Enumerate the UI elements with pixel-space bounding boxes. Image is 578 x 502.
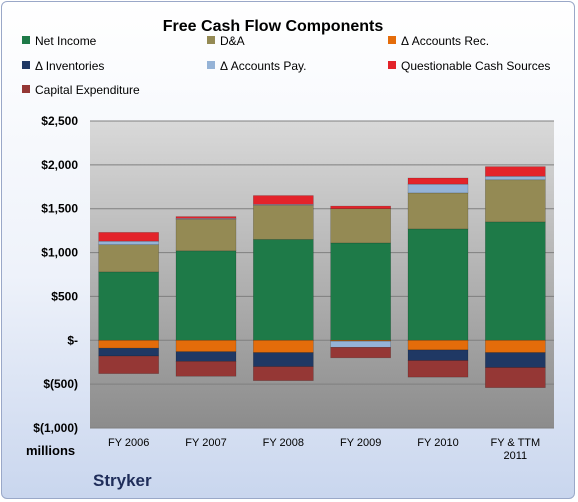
bar-capital-expenditure	[98, 355, 159, 374]
legend: Net Income D&A Δ Accounts Rec. Δ Inventorie…	[22, 34, 550, 97]
gridlines	[90, 120, 554, 429]
bar-questionable-cash-sources	[98, 232, 159, 242]
bar-d-a	[98, 244, 159, 273]
bar-d-a	[253, 204, 314, 240]
bar-questionable-cash-sources	[253, 195, 314, 205]
legend-swatch-d-a	[207, 36, 215, 44]
bar-d-a	[407, 192, 469, 230]
bar-questionable-cash-sources	[407, 177, 469, 185]
bars	[98, 166, 546, 388]
bar-accounts-rec	[253, 339, 314, 353]
bar-accounts-pay	[98, 240, 159, 245]
legend-label-accounts-pay: Δ Accounts Pay.	[220, 59, 307, 73]
x-tick-label: FY 2007	[185, 437, 226, 449]
bar-accounts-rec	[98, 339, 159, 349]
y-axis-ticks: $2,500 $2,000 $1,500 $1,000 $500 $- $(500) $(1,…	[33, 114, 78, 435]
y-tick-label: $2,000	[41, 158, 78, 172]
x-tick-label: FY 2009	[340, 437, 381, 449]
x-tick-label: FY 2010	[417, 437, 458, 449]
bar-capital-expenditure	[485, 367, 546, 388]
x-tick-label: FY 2006	[108, 437, 149, 449]
company-name: Stryker	[93, 471, 152, 490]
bar-inventories	[253, 352, 314, 367]
x-axis-ticks: FY 2006 FY 2007 FY 2008 FY 2009 FY 2010 FY & …	[108, 437, 540, 462]
bar-d-a	[175, 218, 237, 252]
bar-accounts-rec	[175, 339, 237, 352]
x-tick-label: FY 2008	[263, 437, 304, 449]
bar-capital-expenditure	[330, 347, 391, 359]
legend-label-capital-expenditure: Capital Expenditure	[35, 83, 140, 97]
bar-accounts-pay	[485, 175, 546, 181]
bar-inventories	[175, 351, 237, 362]
bar-capital-expenditure	[253, 366, 314, 381]
bar-questionable-cash-sources	[330, 205, 391, 210]
bar-accounts-rec	[407, 339, 469, 351]
bar-net-income	[175, 250, 237, 341]
legend-swatch-questionable-cash-sources	[388, 61, 396, 69]
bar-accounts-rec	[485, 339, 546, 353]
bar-capital-expenditure	[407, 360, 469, 378]
bar-net-income	[485, 221, 546, 341]
y-tick-label: $(500)	[43, 377, 78, 391]
legend-swatch-inventories	[22, 61, 30, 69]
bar-net-income	[253, 239, 314, 341]
y-tick-label: $(1,000)	[33, 421, 78, 435]
bar-net-income	[407, 228, 469, 341]
legend-swatch-net-income	[22, 36, 30, 44]
bar-inventories	[407, 349, 469, 361]
legend-label-inventories: Δ Inventories	[35, 59, 104, 73]
bar-inventories	[485, 352, 546, 368]
legend-label-net-income: Net Income	[35, 34, 97, 48]
bar-questionable-cash-sources	[175, 216, 237, 219]
bar-inventories	[98, 347, 159, 357]
y-tick-label: $-	[67, 333, 78, 347]
bar-d-a	[485, 179, 546, 223]
bar-accounts-pay	[330, 340, 391, 348]
legend-swatch-accounts-rec	[388, 36, 396, 44]
legend-label-accounts-rec: Δ Accounts Rec.	[401, 34, 489, 48]
plot-area	[90, 121, 554, 428]
legend-swatch-accounts-pay	[207, 61, 215, 69]
bar-net-income	[98, 271, 159, 341]
bar-d-a	[330, 208, 391, 244]
x-tick-label: FY & TTM 2011	[490, 437, 540, 462]
chart-title: Free Cash Flow Components	[163, 18, 384, 35]
bar-accounts-pay	[407, 183, 469, 194]
bar-capital-expenditure	[175, 361, 237, 377]
y-tick-label: $1,000	[41, 246, 78, 260]
y-tick-label: $1,500	[41, 202, 78, 216]
bar-accounts-rec	[330, 339, 391, 342]
bar-questionable-cash-sources	[485, 166, 546, 177]
y-axis-label: millions	[26, 443, 75, 458]
y-tick-label: $2,500	[41, 114, 78, 128]
legend-label-questionable-cash-sources: Questionable Cash Sources	[401, 59, 550, 73]
y-tick-label: $500	[51, 289, 78, 303]
legend-swatch-capital-expenditure	[22, 85, 30, 93]
legend-label-d-a: D&A	[220, 34, 245, 48]
bar-net-income	[330, 242, 391, 341]
